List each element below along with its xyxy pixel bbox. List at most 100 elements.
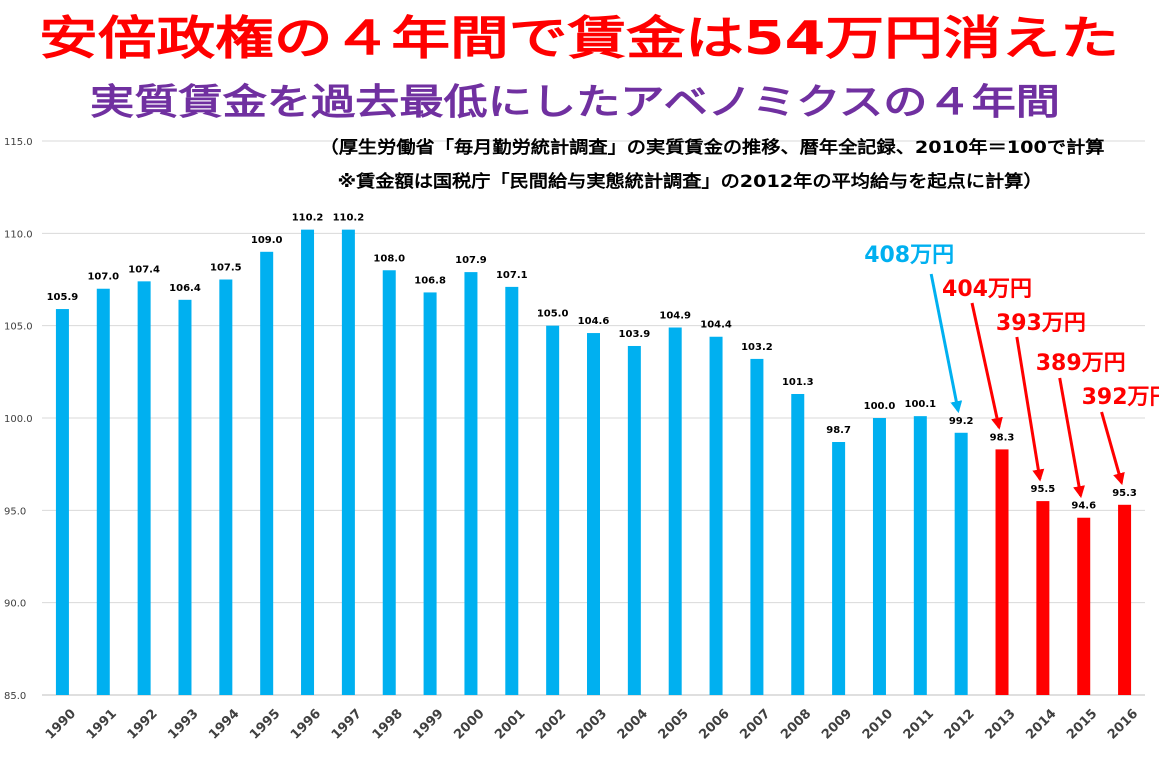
value-label: 110.2 (292, 213, 324, 224)
value-label: 106.8 (414, 275, 446, 286)
value-label: 109.0 (251, 235, 283, 246)
bar-1993 (178, 299, 192, 695)
value-label: 94.6 (1071, 501, 1096, 512)
bar-2004 (627, 345, 641, 695)
x-tick-label: 2012 (942, 706, 978, 742)
value-label: 106.4 (169, 283, 201, 294)
bar-2008 (791, 393, 805, 695)
value-label: 107.4 (128, 264, 160, 275)
value-label: 99.2 (949, 416, 974, 427)
annotation-label: 392万円 (1082, 385, 1159, 410)
source-note-line2: ※賃金額は国税庁「民間給与実態統計調査」の2012年の平均給与を起点に計算） (338, 171, 1043, 192)
bar-2015 (1077, 517, 1091, 695)
bar-2010 (872, 418, 886, 695)
value-label: 105.9 (47, 292, 79, 303)
bar-2009 (832, 442, 846, 695)
x-tick-label: 2011 (901, 706, 937, 742)
bar-2013 (995, 449, 1009, 695)
bar-2005 (668, 327, 682, 695)
value-label: 108.0 (373, 253, 405, 264)
x-axis: 1990 1991 1992 1993 1994 1995 1996 1997 1998 1999… (43, 706, 1141, 742)
value-label: 95.5 (1031, 484, 1056, 495)
bar-2000 (464, 272, 478, 695)
x-tick-label: 2005 (656, 706, 692, 742)
value-label: 95.3 (1112, 488, 1137, 499)
value-label: 104.9 (659, 311, 691, 322)
bar-2002 (546, 325, 560, 695)
bar-2014 (1036, 501, 1050, 695)
x-tick-label: 2002 (533, 706, 569, 742)
value-label: 100.1 (904, 399, 936, 410)
y-axis: 85.0 90.0 95.0 100.0 105.0 110.0 115.0 (4, 137, 33, 702)
x-tick-label: 2013 (982, 706, 1018, 742)
annotation-label: 404万円 (942, 277, 1032, 302)
annotation-label: 408万円 (864, 243, 954, 268)
x-tick-label: 1990 (43, 706, 79, 742)
value-label: 107.5 (210, 263, 242, 274)
x-tick-label: 1997 (329, 706, 365, 742)
bar-1994 (219, 279, 233, 695)
value-label: 110.2 (333, 213, 365, 224)
chart-subtitle: 実質賃金を過去最低にしたアベノミクスの４年間 (90, 81, 1060, 123)
value-label: 107.1 (496, 270, 528, 281)
x-tick-label: 2008 (778, 706, 814, 742)
value-label: 104.6 (578, 316, 610, 327)
value-label: 103.2 (741, 342, 773, 353)
bar-2012 (954, 432, 968, 695)
bar-2011 (913, 416, 927, 695)
bar-1997 (341, 229, 355, 695)
y-tick-label: 105.0 (4, 322, 33, 333)
y-tick-label: 110.0 (4, 229, 33, 240)
x-tick-label: 1998 (370, 706, 406, 742)
bar-1998 (382, 270, 396, 695)
bar-1999 (423, 292, 437, 695)
bar-2001 (505, 286, 519, 695)
value-label: 101.3 (782, 377, 814, 388)
value-label: 100.0 (864, 401, 896, 412)
bar-2003 (587, 333, 600, 695)
x-tick-label: 2000 (451, 706, 487, 742)
annotation-arrow (1058, 377, 1085, 499)
bar-1996 (301, 229, 315, 695)
x-tick-label: 2001 (492, 706, 528, 742)
bar-1991 (96, 288, 110, 695)
chart-title: 安倍政権の４年間で賃金は54万円消えた (39, 11, 1119, 65)
value-label: 98.3 (990, 432, 1015, 443)
annotation-arrow (929, 273, 963, 414)
bar-1990 (55, 309, 69, 695)
annotation-label: 393万円 (996, 311, 1086, 336)
x-tick-label: 1996 (288, 706, 324, 742)
annotation-arrow (1100, 411, 1125, 486)
value-label: 98.7 (826, 425, 851, 436)
x-tick-label: 1995 (247, 706, 283, 742)
value-labels: 105.9 107.0 107.4 106.4 107.5 109.0 110.2 110.2… (47, 213, 1137, 512)
value-label: 105.0 (537, 309, 569, 320)
x-tick-label: 1999 (411, 706, 447, 742)
bar-2007 (750, 358, 764, 695)
source-note-line1: （厚生労働省「毎月勤労統計調査」の実質賃金の推移、暦年全記録、2010年＝100… (320, 137, 1105, 158)
x-tick-label: 1993 (165, 706, 201, 742)
y-tick-label: 115.0 (4, 137, 33, 148)
x-tick-label: 2006 (696, 706, 732, 742)
y-tick-label: 85.0 (4, 691, 26, 702)
x-tick-label: 1994 (206, 706, 242, 742)
x-tick-label: 2014 (1023, 706, 1059, 742)
bar-1992 (137, 281, 151, 695)
x-tick-label: 2007 (737, 706, 773, 742)
bar-2006 (709, 336, 723, 695)
x-tick-label: 2009 (819, 706, 855, 742)
x-tick-label: 1991 (84, 706, 120, 742)
x-tick-label: 2016 (1105, 706, 1141, 742)
y-tick-label: 95.0 (4, 506, 26, 517)
y-tick-label: 90.0 (4, 599, 26, 610)
x-tick-label: 2010 (860, 706, 896, 742)
value-label: 103.9 (619, 329, 651, 340)
y-tick-label: 100.0 (4, 414, 33, 425)
x-tick-label: 2015 (1064, 706, 1100, 742)
x-tick-label: 2003 (574, 706, 610, 742)
annotation-arrow (1015, 336, 1045, 482)
value-label: 107.0 (87, 272, 119, 283)
bar-2016 (1118, 504, 1132, 695)
annotations: 408万円 404万円 393万円 389万円 392万円 (864, 243, 1159, 499)
